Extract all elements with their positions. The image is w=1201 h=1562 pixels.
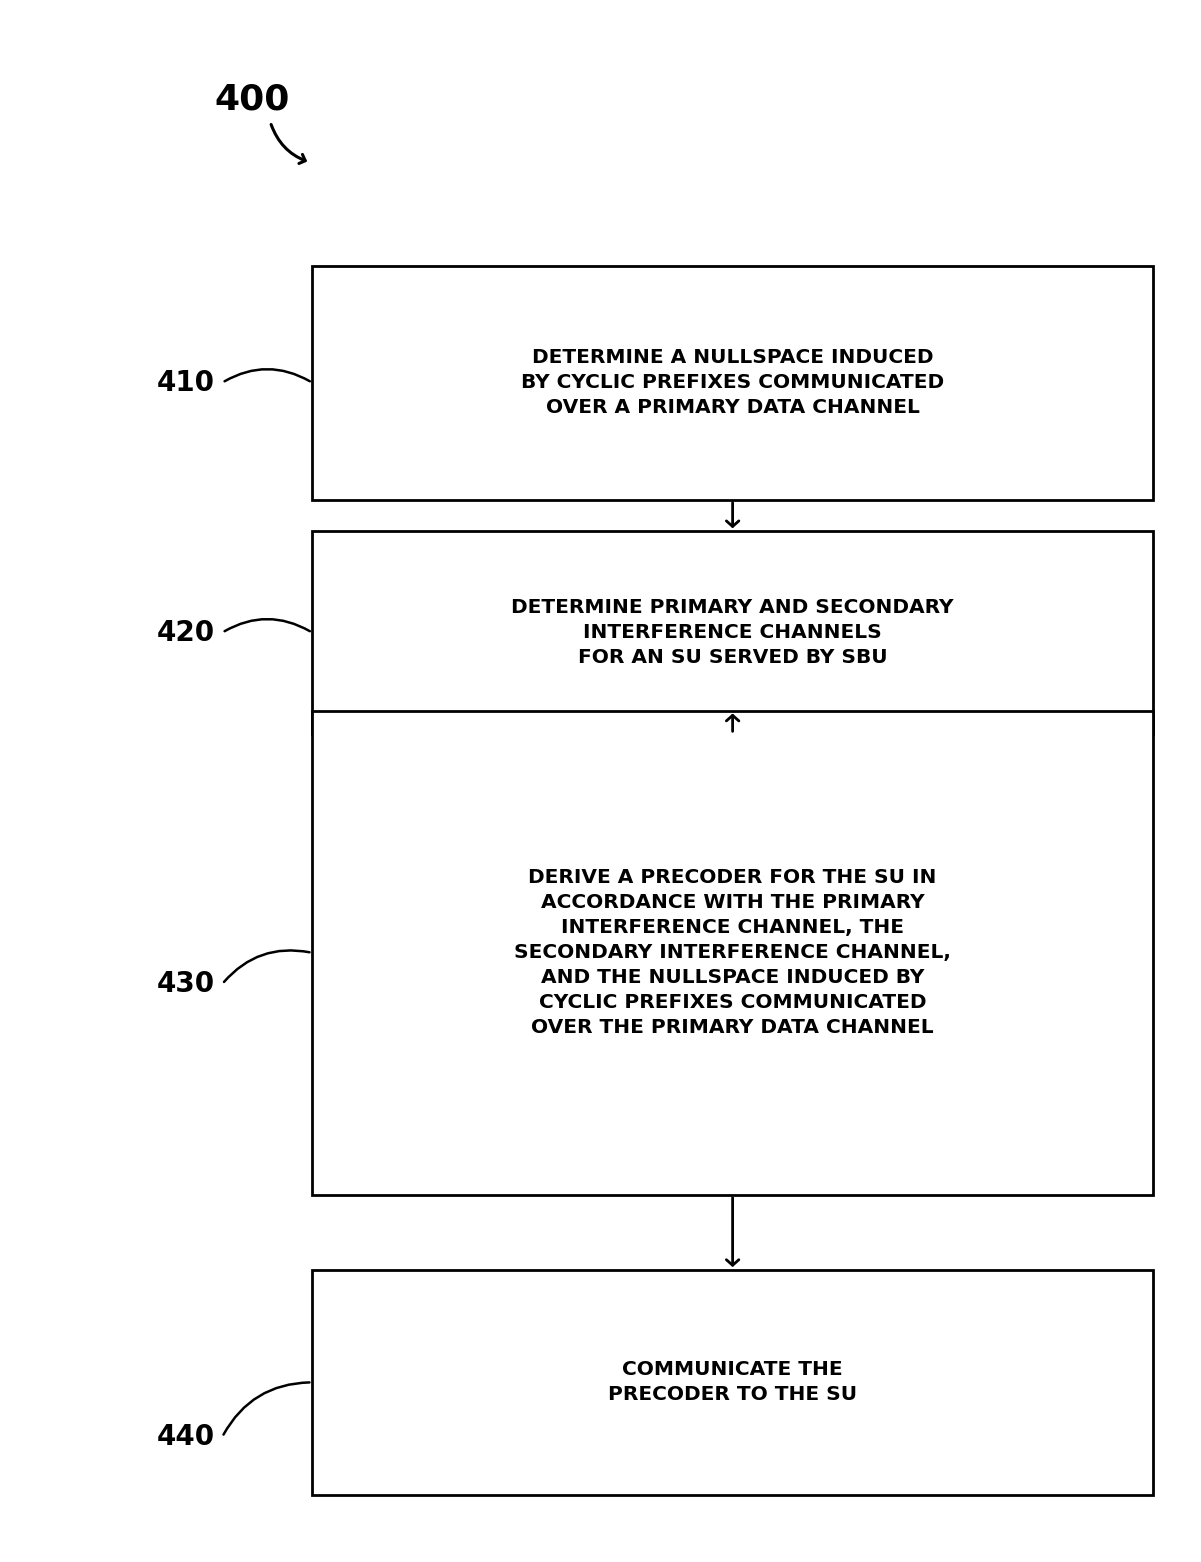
Bar	[312, 1270, 1153, 1495]
Text: 410: 410	[157, 369, 215, 397]
Text: COMMUNICATE THE
PRECODER TO THE SU: COMMUNICATE THE PRECODER TO THE SU	[608, 1361, 858, 1404]
Text: 440: 440	[157, 1423, 215, 1451]
Text: 400: 400	[215, 83, 289, 117]
Text: DETERMINE PRIMARY AND SECONDARY
INTERFERENCE CHANNELS
FOR AN SU SERVED BY SBU: DETERMINE PRIMARY AND SECONDARY INTERFER…	[512, 598, 954, 667]
Text: 420: 420	[157, 619, 215, 647]
Text: DERIVE A PRECODER FOR THE SU IN
ACCORDANCE WITH THE PRIMARY
INTERFERENCE CHANNEL: DERIVE A PRECODER FOR THE SU IN ACCORDAN…	[514, 868, 951, 1037]
Text: 430: 430	[157, 970, 215, 998]
Bar	[312, 266, 1153, 500]
Bar	[312, 711, 1153, 1195]
Text: DETERMINE A NULLSPACE INDUCED
BY CYCLIC PREFIXES COMMUNICATED
OVER A PRIMARY DAT: DETERMINE A NULLSPACE INDUCED BY CYCLIC …	[521, 348, 944, 417]
Bar	[312, 531, 1153, 734]
